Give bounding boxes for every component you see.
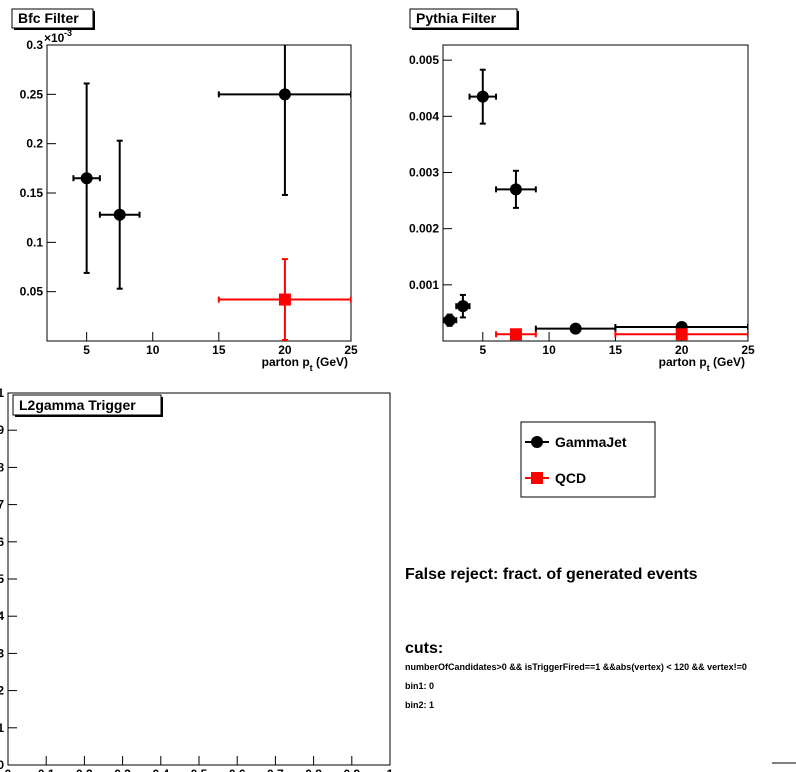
y-tick-label: 0.004	[409, 109, 439, 123]
x-tick-label: 0	[5, 767, 12, 772]
annotation-bin: bin2: 1	[405, 700, 434, 710]
y-tick-label: 0.9	[0, 423, 4, 437]
frame	[7, 392, 391, 766]
title-box	[409, 8, 518, 29]
y-tick-label: 0.3	[26, 38, 43, 52]
y-tick-label: 0.4	[0, 609, 4, 623]
x-tick-label: 15	[212, 343, 226, 357]
point	[509, 328, 522, 341]
x-tick-label: 0.9	[343, 767, 360, 772]
point	[278, 88, 291, 101]
x-axis-label: parton pt (GeV)	[659, 355, 745, 373]
legend-box	[520, 421, 656, 498]
y-tick-label: 0.2	[0, 684, 4, 698]
y-tick-label: 0.002	[409, 222, 439, 236]
y-tick-label: 0.8	[0, 460, 4, 474]
annotation-bin: bin1: 0	[405, 681, 434, 691]
legend-label: GammaJet	[555, 434, 627, 450]
y-tick-label: 0.25	[20, 87, 44, 101]
frame	[46, 44, 352, 342]
y-tick-label: 0.3	[0, 646, 4, 660]
point	[443, 314, 456, 327]
y-multiplier: ×10	[44, 31, 65, 45]
y-tick-label: 0.005	[409, 53, 439, 67]
annotation-heading: False reject: fract. of generated events	[405, 566, 698, 583]
x-tick-label: 1	[387, 767, 394, 772]
y-tick-label: 0.05	[20, 285, 44, 299]
annotation-cuts-title: cuts:	[405, 640, 443, 657]
point	[80, 172, 93, 185]
y-tick-label: 0.1	[0, 721, 4, 735]
y-tick-label: 1	[0, 386, 4, 400]
x-tick-label: 20	[278, 343, 292, 357]
chart-title: L2gamma Trigger	[19, 397, 136, 413]
x-axis-label-part: parton p	[262, 355, 310, 369]
annotation-cuts: numberOfCandidates>0 && isTriggerFired==…	[405, 662, 747, 672]
x-tick-label: 10	[542, 343, 556, 357]
x-axis-label-part: (GeV)	[710, 355, 745, 369]
frame	[442, 44, 749, 342]
point	[456, 300, 469, 313]
x-tick-label: 0.6	[229, 767, 246, 772]
y-multiplier-exp: -3	[64, 28, 72, 38]
y-tick-label: 0.15	[20, 186, 44, 200]
chart-title: Bfc Filter	[18, 10, 79, 26]
point	[509, 183, 522, 196]
x-tick-label: 0.7	[267, 767, 284, 772]
x-tick-label: 0.3	[114, 767, 131, 772]
x-tick-label: 25	[741, 343, 755, 357]
x-tick-label: 15	[609, 343, 623, 357]
x-tick-label: 20	[675, 343, 689, 357]
title-box	[12, 394, 162, 416]
legend-marker	[531, 436, 543, 448]
x-tick-label: 10	[146, 343, 160, 357]
y-tick-label: 0.003	[409, 165, 439, 179]
x-tick-label: 5	[479, 343, 486, 357]
y-tick-label: 0.1	[26, 235, 43, 249]
x-tick-label: 5	[83, 343, 90, 357]
legend-marker	[531, 472, 543, 484]
y-tick-label: 0	[0, 758, 4, 772]
y-tick-label: 0.5	[0, 572, 4, 586]
plot-area	[72, 45, 351, 341]
x-tick-label: 0.8	[305, 767, 322, 772]
chart-title: Pythia Filter	[416, 10, 497, 26]
x-tick-label: 0.4	[152, 767, 169, 772]
y-tick-label: 0.2	[26, 137, 43, 151]
point	[569, 322, 582, 335]
x-axis-label: parton pt (GeV)	[262, 355, 348, 373]
x-tick-label: 0.5	[191, 767, 208, 772]
point	[675, 328, 688, 341]
x-axis-label-part: parton p	[659, 355, 707, 369]
point	[476, 90, 489, 103]
point	[278, 293, 291, 306]
x-axis-label-part: t	[707, 363, 710, 373]
legend-label: QCD	[555, 470, 586, 486]
x-axis-label-part: t	[310, 363, 313, 373]
plot-area	[443, 68, 748, 341]
x-axis-label-part: (GeV)	[313, 355, 348, 369]
y-tick-label: 0.7	[0, 498, 4, 512]
x-tick-label: 0.1	[38, 767, 55, 772]
title-box	[11, 8, 94, 29]
point	[113, 208, 126, 221]
x-tick-label: 25	[344, 343, 358, 357]
y-tick-label: 0.001	[409, 278, 439, 292]
x-tick-label: 0.2	[76, 767, 93, 772]
y-tick-label: 0.6	[0, 535, 4, 549]
